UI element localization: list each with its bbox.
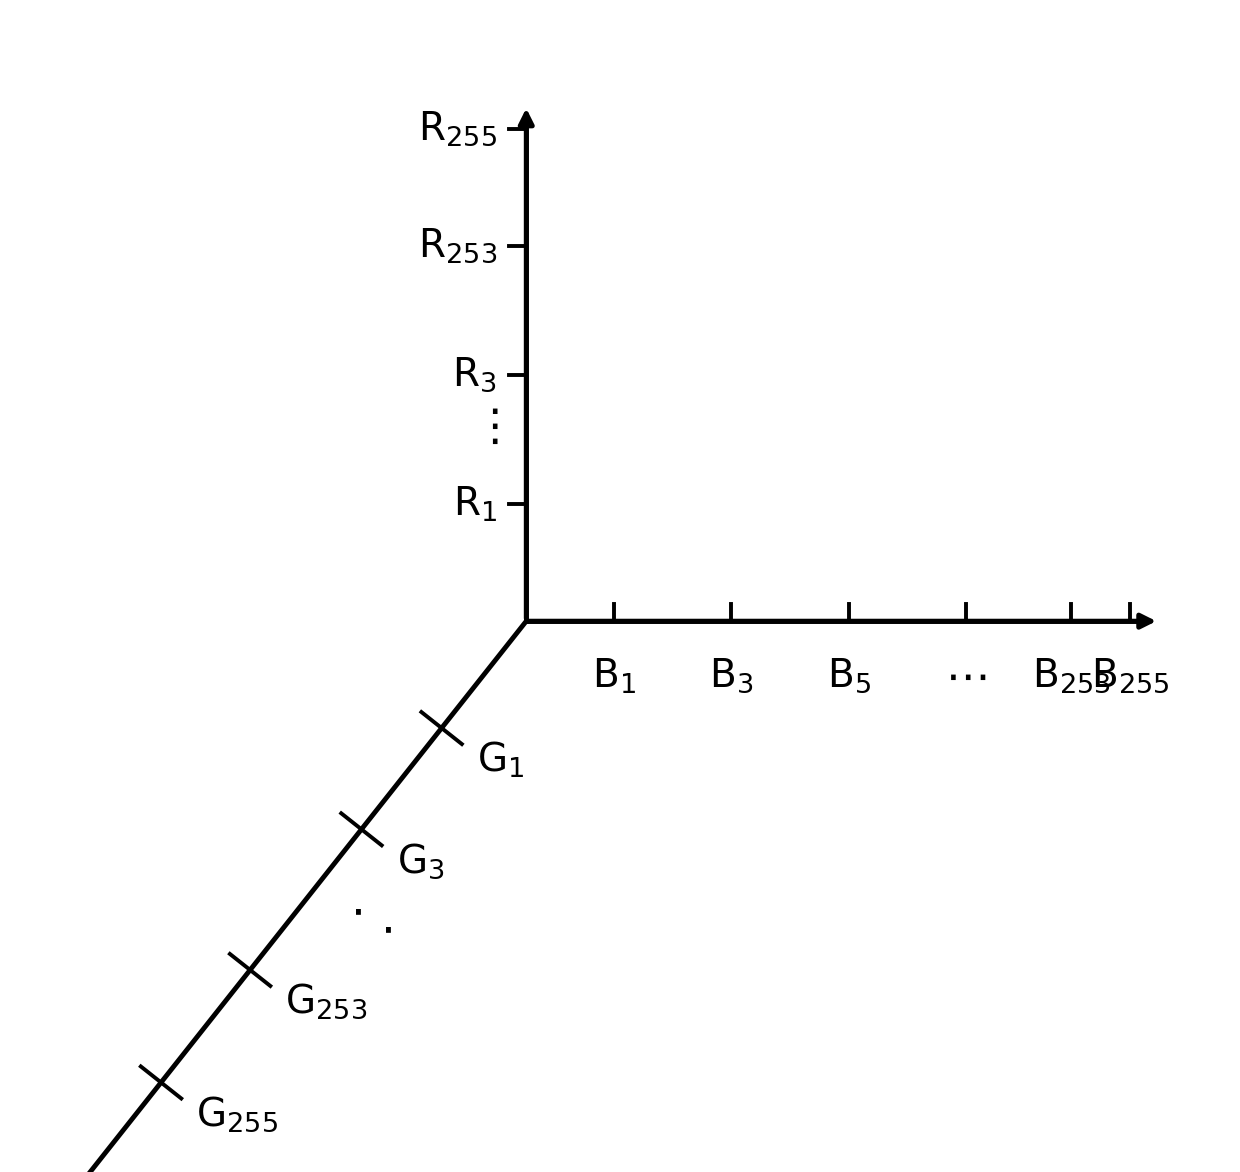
Text: $\mathrm{B}_{255}$: $\mathrm{B}_{255}$ xyxy=(1090,656,1169,695)
Text: $\mathrm{B}_{1}$: $\mathrm{B}_{1}$ xyxy=(593,656,636,696)
Text: $\mathrm{B}_{3}$: $\mathrm{B}_{3}$ xyxy=(709,656,754,695)
Text: $\cdot$: $\cdot$ xyxy=(351,892,362,936)
Text: $\mathrm{R}_{3}$: $\mathrm{R}_{3}$ xyxy=(453,356,497,394)
Text: $\mathrm{G}_{253}$: $\mathrm{G}_{253}$ xyxy=(285,982,367,1021)
Text: $\mathrm{G}_{1}$: $\mathrm{G}_{1}$ xyxy=(477,740,525,781)
Text: $\mathrm{G}_{255}$: $\mathrm{G}_{255}$ xyxy=(196,1095,278,1133)
Text: $\cdot$: $\cdot$ xyxy=(379,909,392,954)
Text: $\mathrm{R}_{255}$: $\mathrm{R}_{255}$ xyxy=(418,110,497,148)
Text: $\cdots$: $\cdots$ xyxy=(945,656,986,700)
Text: $\mathrm{B}_{5}$: $\mathrm{B}_{5}$ xyxy=(827,656,870,695)
Text: $\mathrm{R}_{1}$: $\mathrm{R}_{1}$ xyxy=(453,484,497,524)
Text: $\mathrm{R}_{253}$: $\mathrm{R}_{253}$ xyxy=(418,227,497,265)
Text: $\mathrm{G}_{3}$: $\mathrm{G}_{3}$ xyxy=(397,841,444,880)
Text: $\vdots$: $\vdots$ xyxy=(472,407,498,449)
Text: $\mathrm{B}_{253}$: $\mathrm{B}_{253}$ xyxy=(1032,656,1111,695)
